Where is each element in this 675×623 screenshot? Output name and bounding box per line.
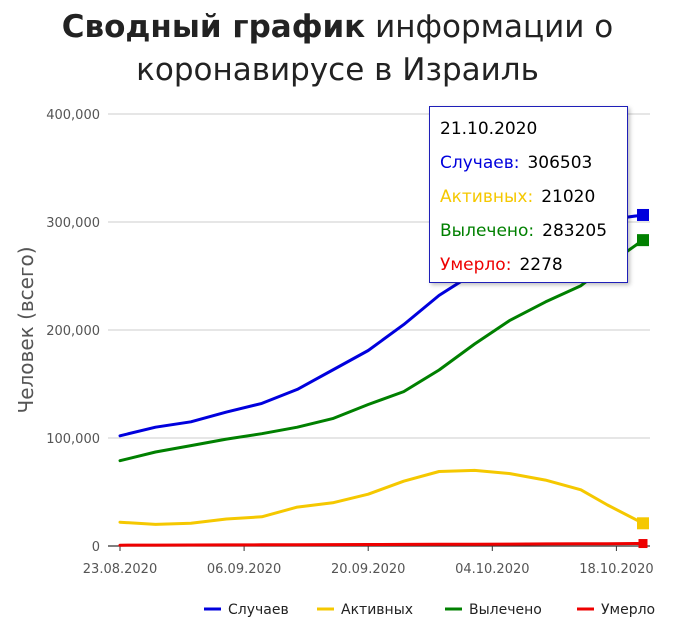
end-marker-deaths	[638, 539, 648, 549]
chart-title-bold: Сводный график	[61, 9, 366, 45]
tooltip-value: 283205	[542, 221, 608, 241]
chart-title: Сводный график информации о коронавирусе…	[0, 6, 675, 92]
tooltip-row-deaths: Умерло: 2278	[440, 255, 563, 275]
x-tick-label: 23.08.2020	[83, 562, 157, 577]
chart-title-rest: информации о	[375, 9, 614, 45]
y-axis-label: Человек (всего)	[14, 246, 38, 413]
y-tick-label: 200,000	[46, 324, 100, 339]
legend-item-recovered[interactable]: Вылечено	[445, 602, 542, 618]
tooltip-row-cases: Случаев: 306503	[440, 153, 592, 173]
x-tick-label: 04.10.2020	[455, 562, 529, 577]
x-tick-label: 20.09.2020	[331, 562, 405, 577]
tooltip-label: Умерло:	[440, 255, 512, 275]
tooltip-label: Случаев:	[440, 153, 520, 173]
tooltip-row-active: Активных: 21020	[440, 187, 595, 207]
x-tick-label: 06.09.2020	[207, 562, 281, 577]
chart-title-line2: коронавирусе в Израиль	[136, 52, 539, 88]
tooltip-label: Активных:	[440, 187, 534, 207]
series-line-deaths	[118, 542, 645, 547]
tooltip-date: 21.10.2020	[440, 119, 538, 139]
legend-label: Активных	[341, 602, 413, 618]
y-tick-label: 300,000	[46, 216, 100, 231]
x-axis-ticks: 23.08.2020 06.09.2020 20.09.2020 04.10.2020…	[83, 546, 654, 577]
y-tick-label: 0	[92, 540, 100, 555]
tooltip-value: 21020	[541, 187, 596, 207]
legend-label: Вылечено	[469, 602, 542, 618]
series-line-recovered	[118, 238, 645, 463]
end-marker-recovered	[637, 234, 649, 247]
tooltip-row-recovered: Вылечено: 283205	[440, 221, 607, 241]
legend-item-deaths[interactable]: Умерло	[577, 602, 655, 618]
legend-label: Умерло	[601, 602, 655, 618]
series-line-active	[118, 468, 645, 526]
end-marker-active	[637, 517, 649, 530]
tooltip: 21.10.2020 Случаев: 306503 Активных: 21020…	[429, 106, 628, 283]
y-tick-label: 400,000	[46, 108, 100, 123]
tooltip-value: 2278	[519, 255, 563, 275]
legend-item-cases[interactable]: Случаев	[204, 602, 289, 618]
legend-label: Случаев	[228, 602, 289, 618]
y-axis-ticks: 0 100,000 200,000 300,000 400,000	[46, 108, 100, 555]
x-tick-label: 18.10.2020	[579, 562, 653, 577]
y-tick-label: 100,000	[46, 432, 100, 447]
tooltip-label: Вылечено:	[440, 221, 535, 241]
legend[interactable]: Случаев Активных Вылечено Умерло	[204, 602, 655, 618]
tooltip-value: 306503	[527, 153, 593, 173]
legend-item-active[interactable]: Активных	[317, 602, 413, 618]
end-marker-cases	[637, 208, 649, 221]
series-end-markers	[637, 208, 649, 549]
